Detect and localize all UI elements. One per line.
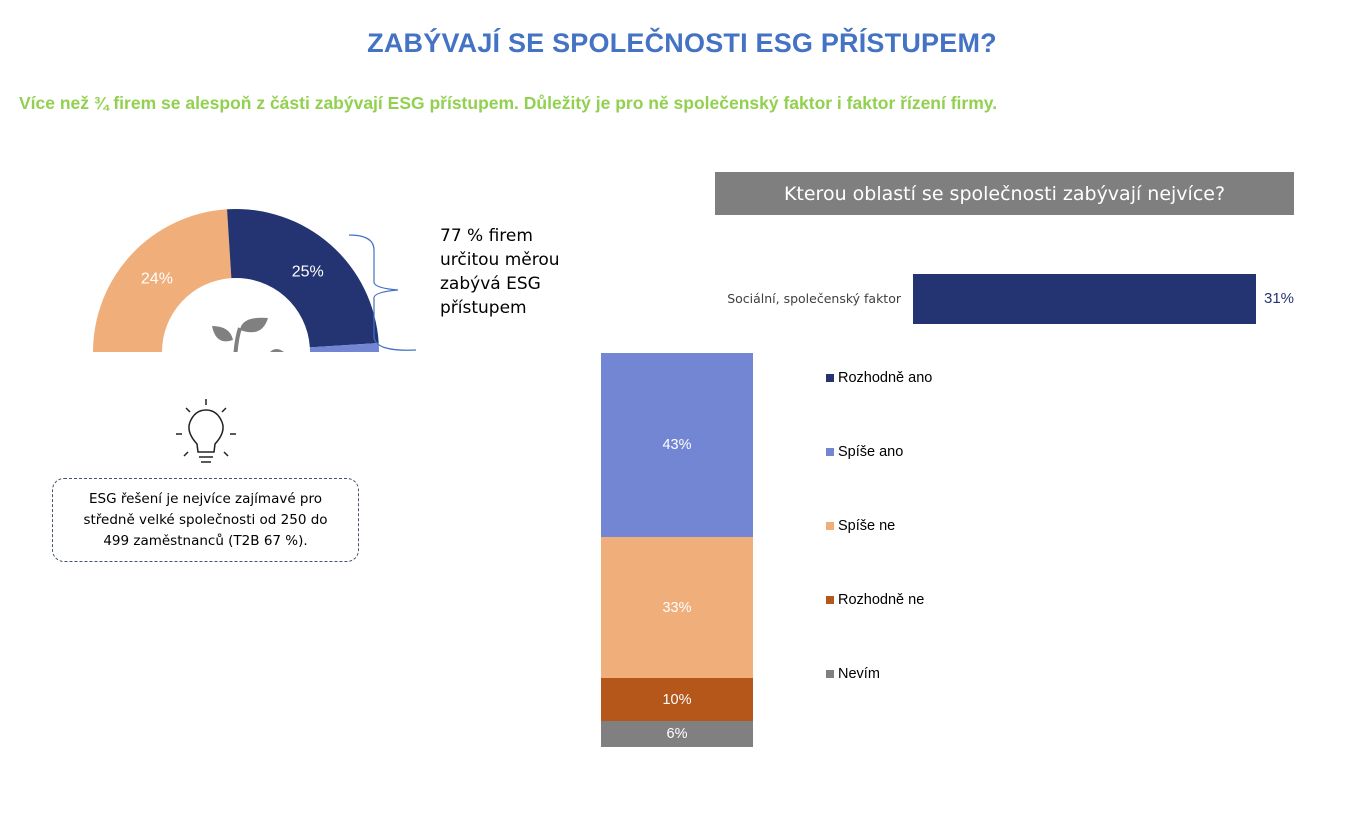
stacked-segment-label-1: 43% — [662, 437, 692, 454]
legend-swatch-2 — [826, 522, 834, 530]
stacked-segment-4: 6% — [601, 721, 753, 747]
legend-label-0: Rozhodně ano — [838, 370, 933, 386]
legend-item-3: Rozhodně ne — [826, 592, 924, 608]
esg-half-donut-chart: 24% 25% — [60, 209, 460, 480]
callout-bracket — [348, 234, 417, 351]
legend-label-4: Nevím — [838, 666, 880, 682]
esg-share-callout: 77 % firem určitou měrou zabývá ESG přís… — [440, 226, 560, 318]
donut-slice-1 — [227, 209, 379, 348]
stacked-segment-2: 33% — [601, 537, 753, 679]
hbar-value-label: 31% — [1264, 290, 1295, 307]
legend-item-2: Spíše ne — [826, 518, 895, 534]
legend-item-0: Rozhodně ano — [826, 370, 932, 386]
donut-slice-label-0: 24% — [141, 271, 173, 288]
donut-slice-0 — [93, 209, 232, 352]
legend-label-2: Spíše ne — [838, 518, 896, 534]
stacked-segment-1: 43% — [601, 353, 753, 538]
legend-label-1: Spíše ano — [838, 444, 904, 460]
question-banner: Kterou oblastí se společnosti zabývají n… — [715, 172, 1294, 215]
lightbulb-icon — [176, 399, 236, 463]
legend-item-4: Nevím — [826, 666, 880, 682]
hbar-social-factor — [913, 274, 1256, 324]
page-subtitle: Více než ¾ firem se alespoň z části zabý… — [19, 93, 998, 113]
legend-swatch-0 — [826, 374, 834, 382]
hbar-category-label: Sociální, společenský faktor — [727, 291, 901, 306]
stacked-segment-label-2: 33% — [662, 599, 692, 616]
donut-slice-label-1: 25% — [292, 264, 324, 281]
donut-slices: 24% 25% — [60, 209, 460, 480]
legend-label-3: Rozhodně ne — [838, 592, 925, 608]
question-title: Kterou oblastí se společnosti zabývají n… — [783, 182, 1226, 205]
legend-item-1: Spíše ano — [826, 444, 903, 460]
legend-swatch-4 — [826, 670, 834, 678]
legend-swatch-1 — [826, 448, 834, 456]
donut-lower-mask — [60, 352, 460, 480]
insight-box: ESG řešení je nejvíce zajímavé pro střed… — [52, 478, 359, 562]
legend-swatch-3 — [826, 596, 834, 604]
stacked-segment-label-3: 10% — [662, 691, 692, 708]
stacked-segment-label-4: 6% — [666, 726, 688, 743]
page-title: ZABÝVAJÍ SE SPOLEČNOSTI ESG PŘÍSTUPEM? — [367, 28, 997, 58]
stacked-segment-3: 10% — [601, 678, 753, 722]
plant-sprout-icon — [212, 317, 284, 352]
insight-text: ESG řešení je nejvíce zajímavé pro střed… — [83, 490, 328, 549]
